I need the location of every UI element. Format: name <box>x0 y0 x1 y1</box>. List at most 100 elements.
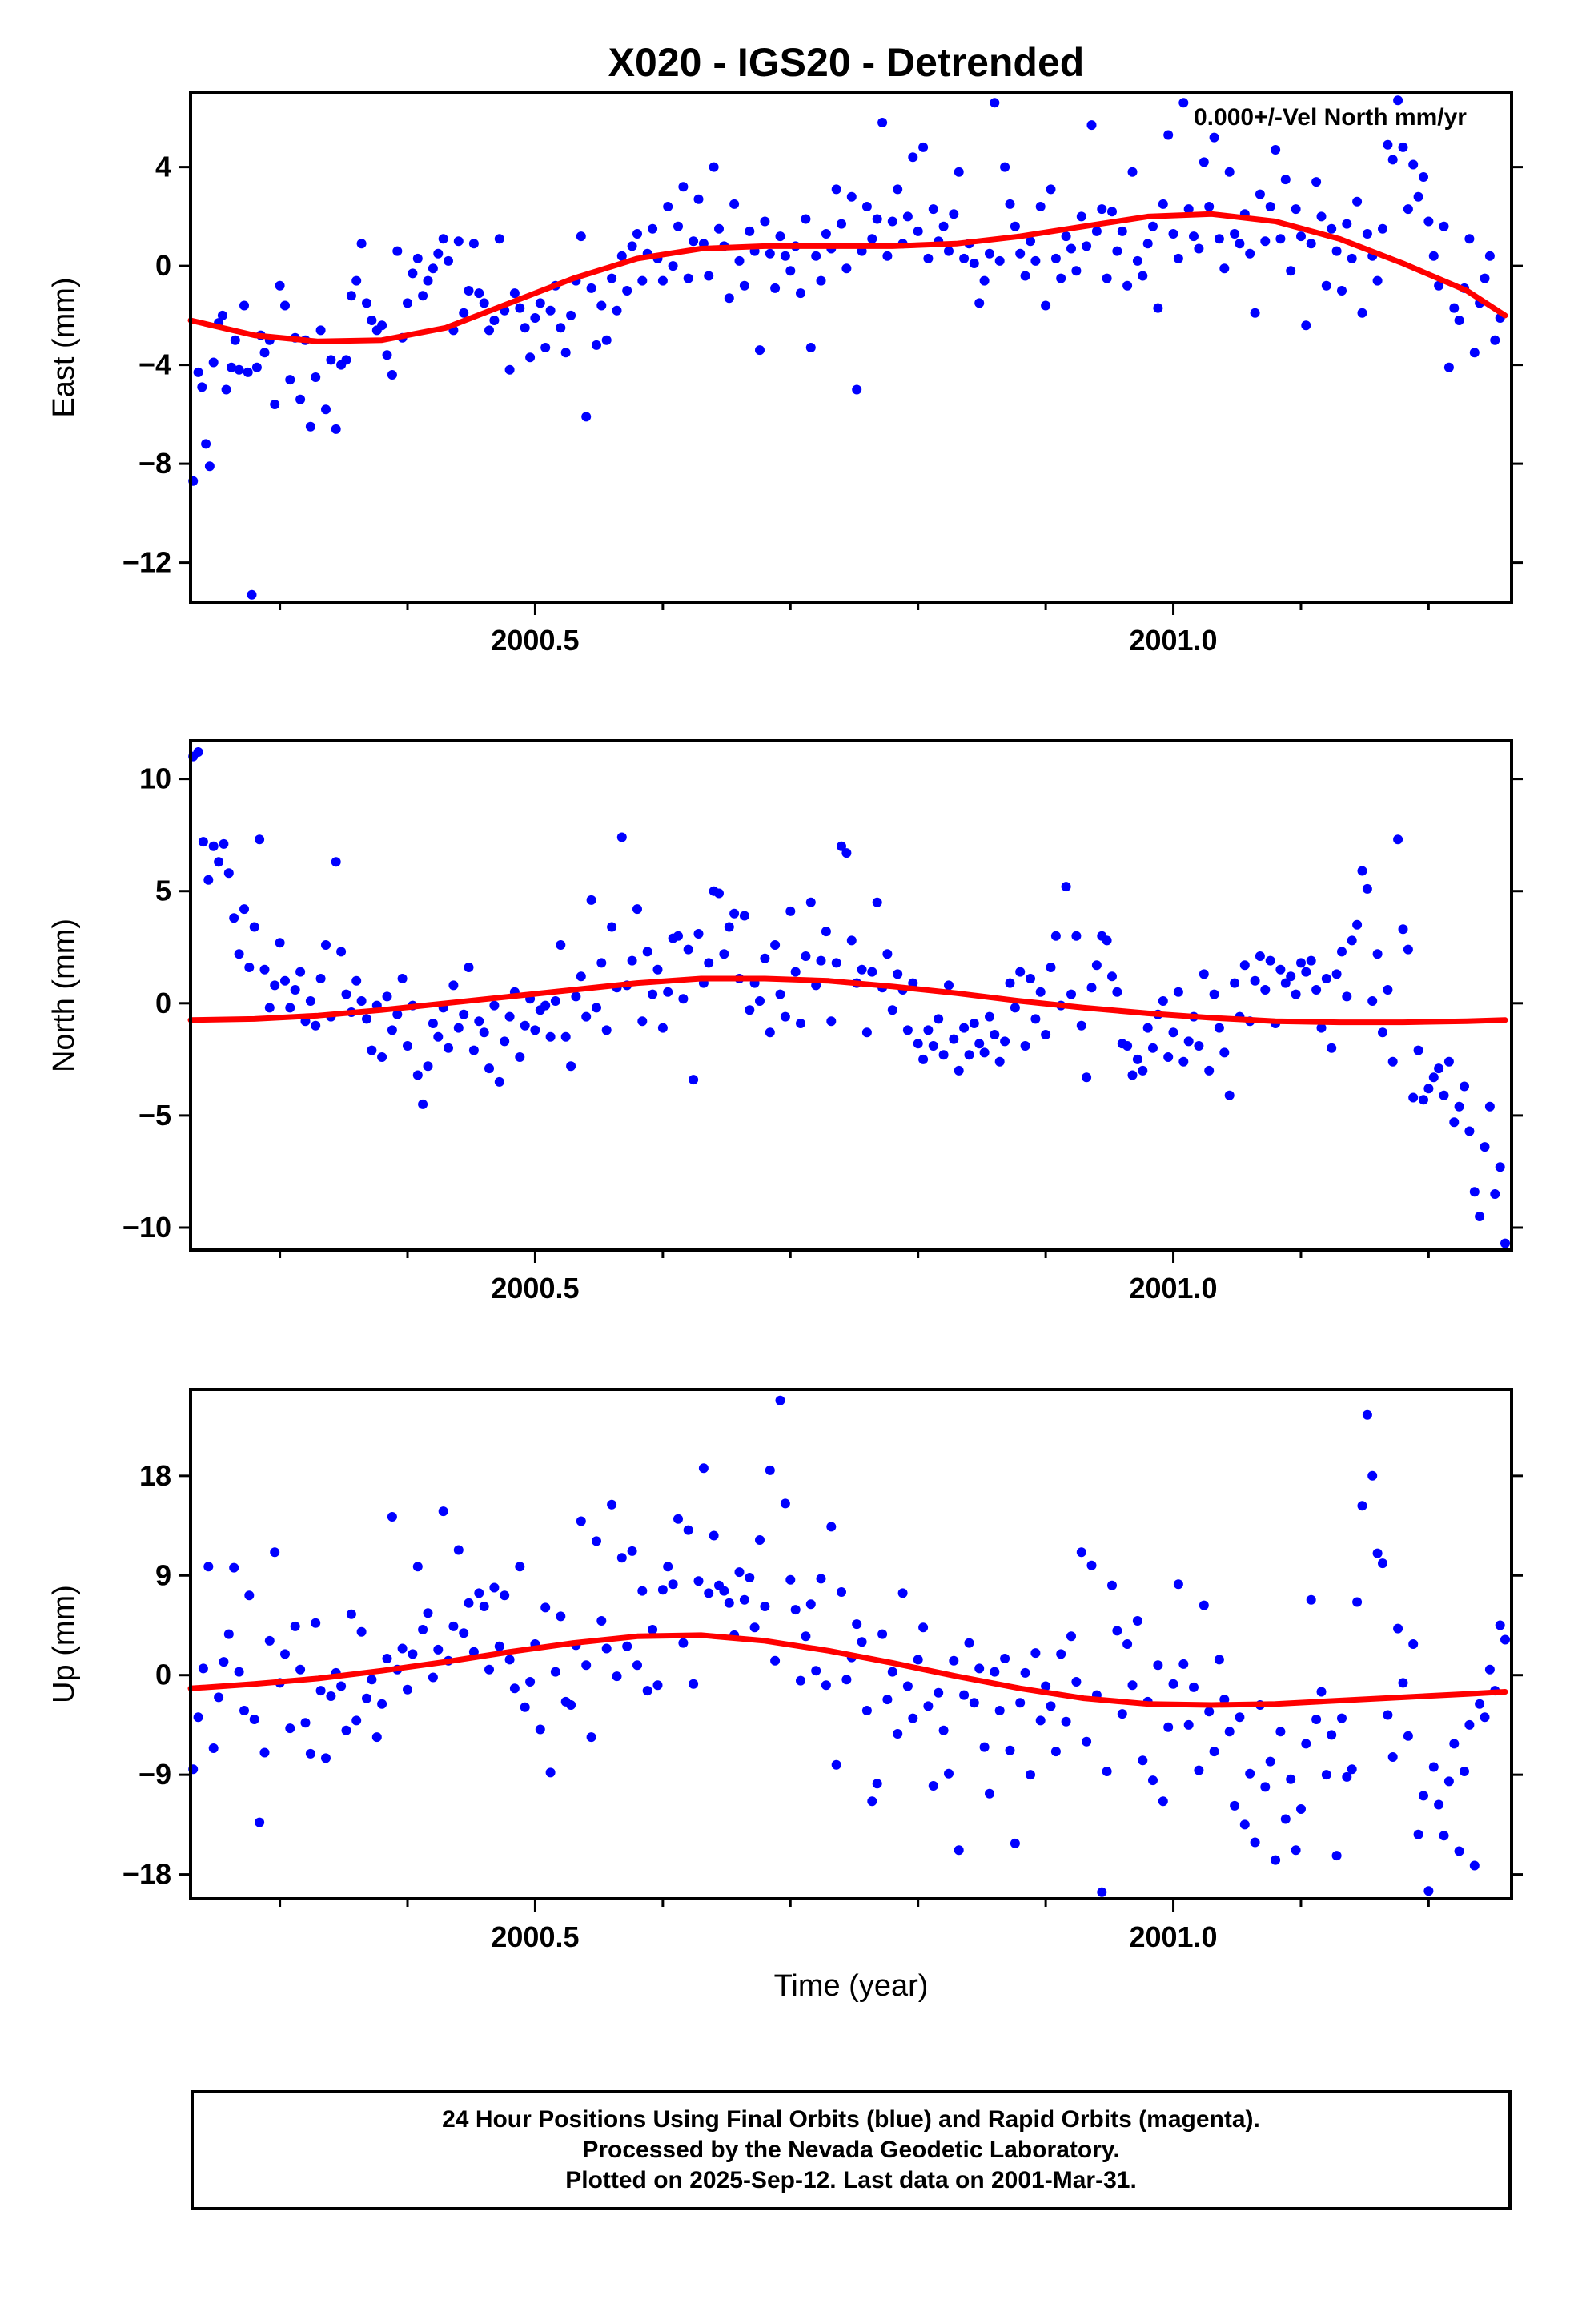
east-data-point <box>928 204 938 215</box>
north-data-point <box>928 1041 938 1051</box>
east-data-point <box>1306 239 1316 249</box>
north-data-point <box>596 958 607 968</box>
north-data-point <box>1428 1072 1439 1083</box>
north-data-point <box>1173 987 1183 997</box>
north-data-point <box>1122 1041 1133 1051</box>
north-fit-group <box>187 975 1508 1026</box>
up-data-point <box>616 1553 627 1563</box>
up-data-point <box>550 1667 560 1677</box>
east-data-point <box>979 275 990 286</box>
up-data-point <box>852 1619 862 1630</box>
north-data-point <box>704 958 714 968</box>
up-data-point <box>867 1796 877 1807</box>
up-data-point <box>1265 1756 1275 1767</box>
north-data-point <box>397 974 408 983</box>
east-data-point <box>1347 253 1357 263</box>
up-data-point <box>300 1718 311 1728</box>
up-data-point <box>887 1667 897 1677</box>
east-data-point <box>663 202 673 211</box>
north-data-point <box>1239 960 1250 971</box>
up-data-point <box>837 1587 846 1597</box>
up-data-point <box>790 1605 801 1615</box>
north-data-point <box>1357 866 1367 876</box>
up-data-point <box>367 1675 377 1685</box>
north-data-point <box>969 1019 979 1028</box>
up-data-point <box>596 1616 607 1626</box>
east-data-point <box>704 271 714 281</box>
north-data-point <box>887 1005 897 1015</box>
north-data-point <box>479 1027 489 1038</box>
north-data-point <box>1050 931 1061 941</box>
east-panel: 2000.5 2001.0 4 0 −4 −8 −12 East (mm) 0.000+/-… <box>47 91 1523 657</box>
north-data-point <box>223 868 234 879</box>
up-data-point <box>928 1781 938 1791</box>
east-data-point <box>622 286 632 296</box>
east-data-point <box>1097 204 1107 215</box>
east-data-point <box>525 352 536 363</box>
north-data-point <box>974 1039 985 1049</box>
north-data-point <box>249 922 259 932</box>
up-data-point <box>1041 1681 1051 1691</box>
east-data-point <box>632 229 642 239</box>
north-data-point <box>780 1011 790 1022</box>
up-data-point <box>556 1611 566 1622</box>
up-data-point <box>1061 1716 1071 1727</box>
up-data-point <box>959 1690 970 1700</box>
up-data-point <box>949 1655 959 1666</box>
north-data-point <box>1321 974 1331 983</box>
east-data-point <box>468 239 479 249</box>
east-data-point <box>520 323 530 333</box>
north-data-point <box>412 1070 423 1080</box>
up-data-point <box>412 1562 423 1572</box>
up-data-point <box>724 1598 734 1608</box>
north-data-point <box>831 958 841 968</box>
east-data-point <box>1484 251 1495 261</box>
up-data-point <box>944 1768 954 1779</box>
up-data-point <box>566 1700 576 1710</box>
up-fit-line <box>187 1632 1508 1708</box>
east-data-point <box>923 253 934 263</box>
north-data-point <box>857 964 867 975</box>
north-data-point <box>908 978 918 988</box>
north-data-point <box>1439 1090 1449 1100</box>
up-data-point <box>1286 1774 1296 1784</box>
east-data-point <box>908 152 918 163</box>
north-data-point <box>607 922 617 932</box>
up-data-point <box>1183 1719 1194 1730</box>
north-data-point <box>821 927 831 937</box>
north-data-point <box>484 1063 494 1074</box>
up-data-point <box>1122 1639 1133 1649</box>
up-data-point <box>652 1680 663 1691</box>
up-data-point <box>683 1525 693 1535</box>
up-data-point <box>1260 1782 1271 1792</box>
north-points-group <box>188 747 1510 1248</box>
up-data-point <box>1056 1649 1066 1659</box>
north-y-tick-label: −5 <box>139 1099 171 1132</box>
up-data-point <box>525 1677 536 1687</box>
east-data-point <box>1082 241 1092 251</box>
north-data-point <box>1383 985 1393 995</box>
east-data-point <box>367 316 377 325</box>
up-data-point <box>1066 1631 1076 1642</box>
up-data-point <box>418 1625 428 1634</box>
north-data-point <box>1275 964 1286 975</box>
east-data-point <box>412 253 423 263</box>
up-data-point <box>403 1684 412 1695</box>
up-data-point <box>1316 1687 1327 1697</box>
north-data-point <box>423 1061 433 1072</box>
east-x-tick-label: 2000.5 <box>491 624 579 657</box>
up-data-point <box>770 1655 781 1666</box>
north-data-point <box>1449 1117 1460 1128</box>
east-data-point <box>1480 273 1490 283</box>
east-data-point <box>217 310 227 320</box>
north-fit-line <box>187 975 1508 1026</box>
north-data-point <box>1255 951 1265 961</box>
up-data-point <box>1398 1678 1408 1688</box>
caption-line-2: Processed by the Nevada Geodetic Laborat… <box>582 2137 1120 2163</box>
up-data-point <box>745 1573 755 1582</box>
north-data-point <box>673 931 683 941</box>
up-data-point <box>801 1631 811 1642</box>
east-data-point <box>515 303 525 313</box>
north-data-point <box>938 1050 949 1060</box>
up-data-point <box>1311 1715 1322 1724</box>
